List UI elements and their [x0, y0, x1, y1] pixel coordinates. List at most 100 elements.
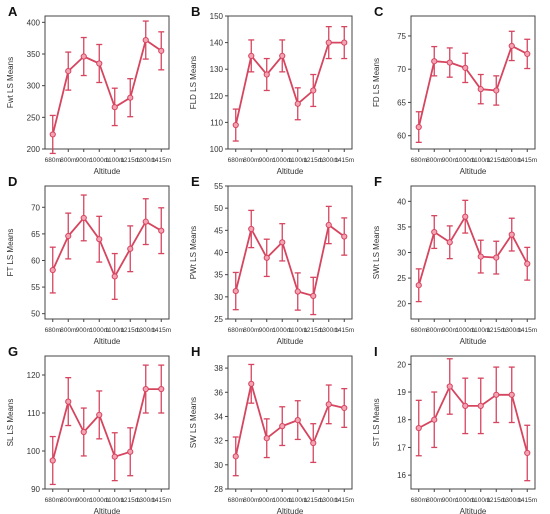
x-tick-label: 1215m [303, 497, 323, 504]
x-tick-label: 1000m [272, 497, 292, 504]
y-tick-label: 18 [397, 416, 406, 425]
data-point [158, 385, 165, 393]
chart-panel-f: F 20 25 30 35 40 680m 800m 900m1000m1100m1215m13… [372, 174, 537, 346]
data-point [462, 213, 469, 220]
data-point [96, 236, 103, 243]
y-tick-label: 45 [214, 226, 223, 235]
x-tick-label: 1000m [272, 157, 292, 164]
y-tick-label: 150 [210, 12, 224, 21]
x-tick-label: 1100m [105, 157, 124, 164]
chart-panel-e: E 25 30 35 40 45 50 55 680m 800m 900m1000m1100m121… [189, 174, 354, 346]
y-tick-label: 60 [397, 132, 406, 141]
x-tick-label: 1300m [136, 157, 156, 164]
chart-panel-a: A 200 250 300 350 400 680m 800m 900m1000m1100m12… [6, 4, 171, 176]
x-axis-label: Altitude [460, 337, 487, 346]
y-tick-label: 100 [27, 447, 41, 456]
data-point [446, 59, 453, 66]
y-tick-label: 50 [31, 310, 40, 319]
plot-frame [44, 15, 170, 150]
x-tick-label: 1100m [288, 497, 307, 504]
x-tick-label: 680m [228, 327, 244, 334]
chart-panel-h: H 28 30 32 34 36 38 680m 800m 900m1000m1100m1215m… [189, 344, 354, 514]
y-tick-label: 65 [31, 230, 40, 239]
y-tick-label: 110 [210, 118, 223, 127]
panel-letter: B [191, 4, 200, 19]
data-point [127, 94, 134, 101]
data-point [232, 453, 239, 460]
data-point [248, 52, 255, 60]
y-tick-label: 16 [397, 471, 406, 480]
data-point [508, 391, 515, 398]
data-point [96, 411, 103, 418]
y-tick-label: 35 [397, 223, 406, 232]
y-tick-label: 50 [214, 204, 223, 213]
plot-frame [410, 355, 536, 490]
data-point [65, 232, 72, 240]
data-point [325, 221, 332, 229]
x-tick-label: 800m [243, 497, 259, 504]
x-tick-label: 1000m [89, 157, 109, 164]
data-point [80, 428, 87, 436]
data-point [96, 60, 103, 67]
x-tick-label: 800m [60, 157, 76, 164]
x-tick-label: 1000m [89, 327, 109, 334]
x-axis-label: Altitude [94, 167, 121, 176]
y-tick-label: 40 [214, 249, 223, 258]
data-point [142, 385, 149, 393]
data-point [279, 52, 286, 60]
y-tick-label: 400 [27, 18, 41, 27]
data-point [111, 273, 118, 280]
x-tick-label: 1300m [502, 497, 522, 504]
data-point [127, 245, 134, 252]
data-point [294, 288, 301, 295]
x-tick-label: 1415m [151, 157, 171, 164]
data-point [493, 254, 500, 261]
x-tick-label: 900m [259, 157, 275, 164]
x-tick-label: 680m [411, 497, 427, 504]
data-point [294, 100, 301, 107]
x-tick-label: 1100m [105, 497, 124, 504]
plot-frame [410, 15, 536, 150]
y-axis-label: FT LS Means [6, 229, 15, 277]
plot-frame [410, 185, 536, 320]
y-tick-label: 34 [214, 412, 223, 421]
y-tick-label: 28 [214, 485, 223, 494]
data-point [462, 64, 469, 71]
x-axis-label: Altitude [277, 337, 304, 346]
x-tick-label: 1215m [120, 497, 140, 504]
x-tick-label: 800m [60, 497, 76, 504]
data-point [65, 68, 72, 75]
data-point [310, 292, 317, 300]
series-line [234, 382, 345, 457]
data-point [325, 401, 332, 408]
data-point [232, 287, 239, 295]
x-tick-label: 680m [228, 497, 244, 504]
plot-frame [44, 355, 170, 490]
y-tick-label: 32 [214, 437, 223, 446]
data-point [341, 233, 348, 240]
x-tick-label: 1415m [334, 497, 354, 504]
x-tick-label: 1000m [455, 157, 475, 164]
data-point [431, 58, 438, 65]
y-tick-label: 130 [210, 65, 224, 74]
y-tick-label: 40 [397, 197, 406, 206]
x-tick-label: 1215m [303, 157, 323, 164]
y-tick-label: 75 [397, 32, 406, 41]
data-point [446, 383, 453, 390]
y-tick-label: 110 [27, 409, 40, 418]
x-axis-label: Altitude [277, 507, 304, 514]
y-tick-label: 200 [27, 145, 41, 154]
x-tick-label: 680m [45, 497, 61, 504]
data-point [524, 50, 531, 58]
data-point [508, 42, 515, 50]
x-tick-label: 800m [426, 327, 442, 334]
y-tick-label: 20 [397, 360, 406, 369]
x-tick-label: 900m [442, 157, 458, 164]
data-point [508, 231, 515, 238]
x-tick-label: 1000m [89, 497, 109, 504]
x-tick-label: 1000m [455, 497, 475, 504]
data-point [279, 423, 286, 430]
series-line [417, 215, 529, 286]
y-tick-label: 17 [397, 443, 406, 452]
